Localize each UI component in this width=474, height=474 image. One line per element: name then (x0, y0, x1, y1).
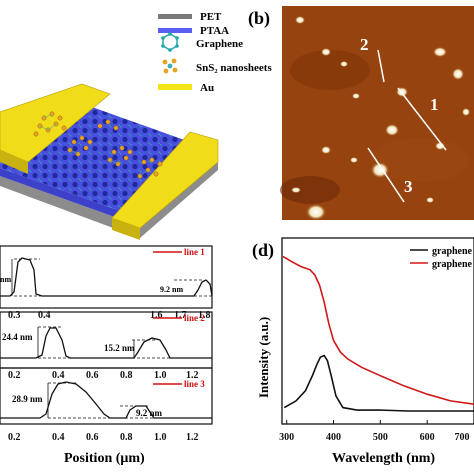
au-legend-label: Au (200, 82, 214, 94)
profile-1-xticks: 0.3 0.4 1.6 1.7 1.8 (8, 310, 211, 321)
ptaa-legend-swatch (158, 28, 192, 33)
profile-1-annotation-a: nm (0, 275, 11, 284)
sns2-nanosheets (33, 111, 163, 179)
chart-d-xtick-label: 400 (326, 432, 341, 443)
pet-legend-label: PET (200, 11, 222, 23)
profile-3-annotation-a: 28.9 nm (12, 394, 43, 404)
profile-legend-1: line 1 (184, 247, 205, 257)
profile-curve-1 (0, 257, 213, 297)
legend-label-graphene-red: graphene (432, 259, 473, 270)
au-electrode-right (111, 131, 219, 229)
profile-2-annotation-b: 15.2 nm (104, 343, 135, 353)
svg-text:0.3: 0.3 (8, 310, 21, 321)
svg-text:1.0: 1.0 (154, 370, 167, 381)
chart-d-frame (281, 237, 474, 425)
svg-text:0.8: 0.8 (120, 370, 133, 381)
afm-line-3 (367, 147, 405, 203)
pet-legend-swatch (158, 14, 192, 19)
panel-a-schematic (0, 83, 219, 240)
svg-text:1.0: 1.0 (154, 432, 167, 443)
svg-text:1.2: 1.2 (186, 370, 199, 381)
sns2-legend-label: SnS₂ nanosheets (196, 62, 272, 74)
profile-frame-3 (0, 367, 213, 425)
profile-curve-3 (0, 381, 212, 419)
ptaa-legend-label: PTAA (200, 25, 229, 37)
svg-text:0.4: 0.4 (52, 370, 65, 381)
hexagon-icon (161, 32, 179, 52)
molecule-icon (162, 58, 178, 74)
chart-d-xtick-label: 300 (279, 432, 294, 443)
profile-frame-1 (0, 245, 213, 309)
panel-c-xlabel: Position (μm) (64, 451, 145, 466)
svg-text:0.6: 0.6 (86, 432, 99, 443)
chart-d-ylabel: Intensity (a.u.) (256, 317, 271, 398)
profile-2-xticks: 0.2 0.4 0.6 0.8 1.0 1.2 (8, 370, 199, 381)
profile-3-annotation-b: 9.2 nm (136, 408, 163, 418)
chart-d-xticks: 300 400 500 600 700 (279, 420, 474, 443)
au-legend-swatch (158, 84, 192, 90)
chart-d-xtick-label: 700 (455, 432, 470, 443)
afm-line-2-label: 2 (360, 35, 369, 54)
svg-text:1.6: 1.6 (150, 310, 163, 321)
svg-text:0.2: 0.2 (8, 432, 21, 443)
panel-c-profiles: line 1 nm 9.2 nm 0.3 0.4 1.6 1.7 1.8 lin… (0, 245, 213, 466)
au-electrode-right-side (112, 218, 140, 240)
chart-d-series-line-1 (283, 354, 474, 412)
profile-legend-2: line 2 (184, 313, 205, 323)
afm-image: 1 2 3 (280, 6, 474, 220)
au-electrode-left-side (0, 150, 28, 174)
svg-text:1.7: 1.7 (174, 310, 187, 321)
afm-line-2 (377, 49, 385, 83)
chart-d-series-line-2 (282, 255, 474, 405)
chart-d-legend: graphene graphene (410, 246, 473, 270)
svg-text:1.8: 1.8 (198, 310, 211, 321)
chart-d-xtick-label: 600 (420, 432, 435, 443)
graphene-legend-label: Graphene (196, 38, 243, 50)
profile-3-xticks: 0.2 0.4 0.6 0.8 1.0 1.2 (8, 432, 199, 443)
legend-label-graphene-black: graphene (432, 246, 473, 257)
panel-d-label: (d) (252, 240, 274, 261)
svg-text:0.6: 0.6 (86, 370, 99, 381)
panel-d-chart: Intensity (a.u.) Wavelength (nm) 300 400 5… (256, 237, 474, 466)
svg-text:0.8: 0.8 (120, 432, 133, 443)
chart-d-series (282, 255, 474, 412)
panel-a-legend: PET PTAA Graphene SnS₂ nanosheets Au (158, 11, 272, 94)
afm-line-1-label: 1 (430, 95, 439, 114)
afm-line-3-label: 3 (404, 177, 413, 196)
svg-text:0.4: 0.4 (38, 310, 51, 321)
profile-legend-3: line 3 (184, 379, 205, 389)
afm-line-1 (397, 87, 447, 151)
svg-text:1.2: 1.2 (186, 432, 199, 443)
chart-d-xtick-label: 500 (373, 432, 388, 443)
profile-2-annotation-a: 24.4 nm (2, 332, 33, 342)
chart-d-xlabel: Wavelength (nm) (332, 451, 435, 466)
profile-1-annotation-b: 9.2 nm (160, 285, 183, 294)
svg-text:0.2: 0.2 (8, 370, 21, 381)
svg-text:0.4: 0.4 (52, 432, 65, 443)
panel-b-label: (b) (248, 8, 270, 29)
